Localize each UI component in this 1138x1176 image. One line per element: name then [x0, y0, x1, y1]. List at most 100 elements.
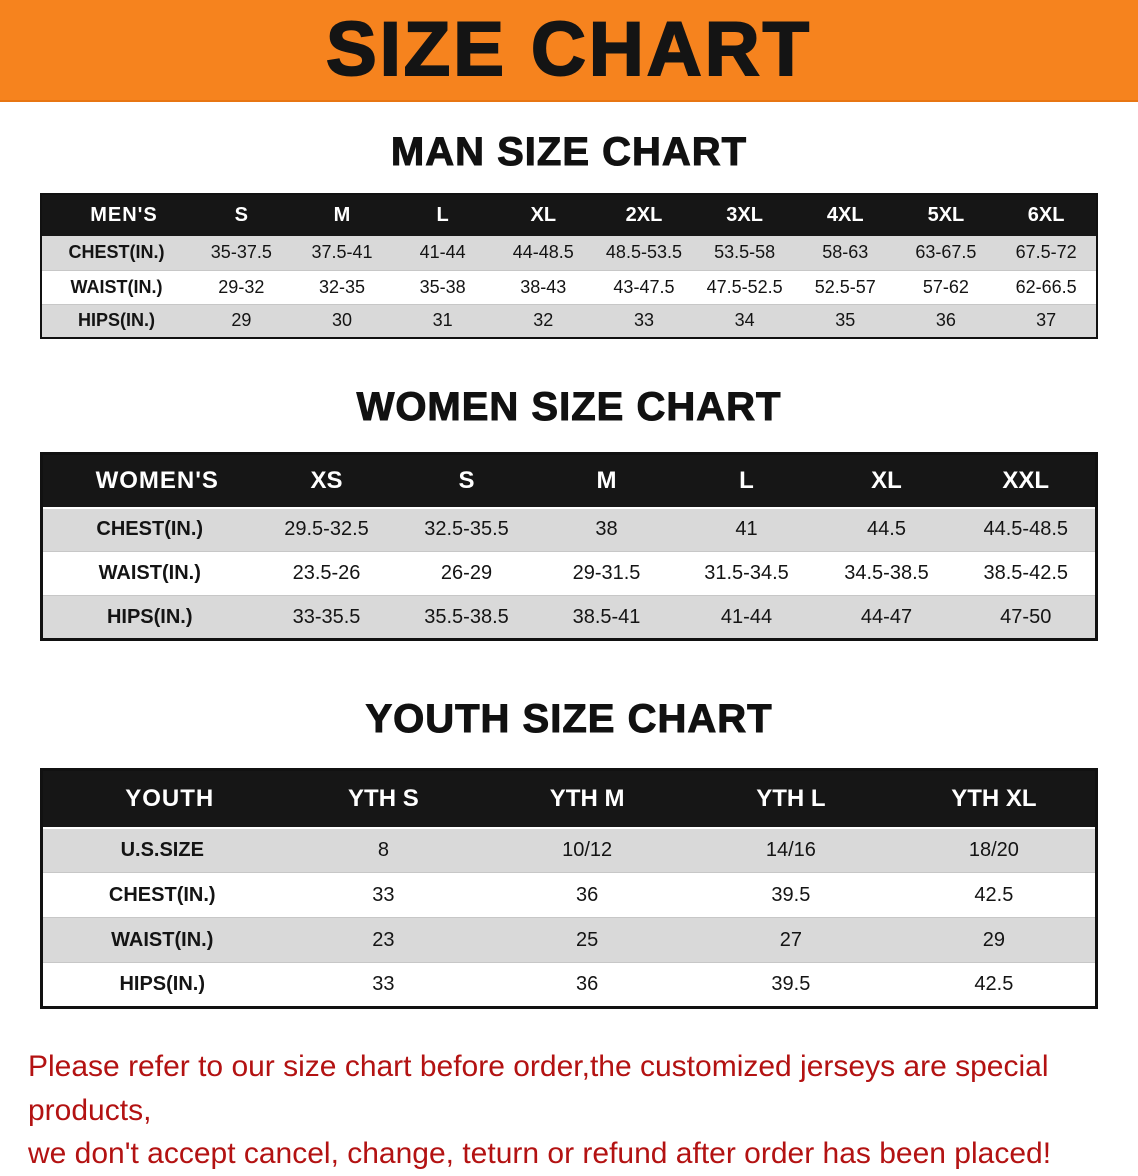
- cell-value: 35-38: [392, 270, 493, 305]
- cell-value: 8: [281, 827, 486, 873]
- cell-value: 44.5: [816, 507, 957, 552]
- size-table-womens: WOMEN'S XS S M L XL XXL CHEST(IN.) 29.5-32.5 32.5…: [40, 452, 1098, 641]
- row-label: U.S.SIZE: [41, 827, 282, 873]
- cell-value: 33: [281, 872, 486, 918]
- cell-value: 38: [536, 507, 677, 552]
- section-heading-youth: YOUTH SIZE CHART: [365, 697, 773, 742]
- table-row: HIPS(IN.) 33-35.5 35.5-38.5 38.5-41 41-44 44-…: [41, 595, 1097, 640]
- row-label: WAIST(IN.): [41, 551, 257, 596]
- cell-value: 27: [689, 917, 893, 963]
- table-row: WAIST(IN.) 23.5-26 26-29 29-31.5 31.5-34.5 34…: [41, 551, 1097, 596]
- cell-value: 62-66.5: [996, 270, 1097, 305]
- cell-value: 37: [996, 304, 1097, 339]
- cell-value: 25: [485, 917, 689, 963]
- cell-value: 31.5-34.5: [676, 551, 817, 596]
- row-label: CHEST(IN.): [41, 507, 257, 552]
- cell-value: 38-43: [492, 270, 594, 305]
- column-header: 3XL: [694, 194, 795, 236]
- banner: SIZE CHART: [0, 0, 1138, 102]
- footer-note: Please refer to our size chart before or…: [28, 1045, 1110, 1176]
- table-header-row: YOUTH YTH S YTH M YTH L YTH XL: [41, 769, 1097, 829]
- cell-value: 41-44: [392, 236, 493, 271]
- column-header: XXL: [956, 453, 1097, 509]
- cell-value: 37.5-41: [291, 236, 393, 271]
- cell-value: 38.5-41: [536, 595, 677, 640]
- cell-value: 36: [485, 962, 689, 1008]
- column-header: 2XL: [593, 194, 695, 236]
- cell-value: 32: [492, 304, 594, 339]
- column-header: L: [392, 194, 493, 236]
- column-header: S: [396, 453, 537, 509]
- size-table-youth: YOUTH YTH S YTH M YTH L YTH XL U.S.SIZE 8 10/12…: [40, 768, 1098, 1009]
- cell-value: 41-44: [676, 595, 817, 640]
- column-header: S: [191, 194, 292, 236]
- table-row: WAIST(IN.) 29-32 32-35 35-38 38-43 43-47.5 47.…: [41, 270, 1097, 305]
- cell-value: 42.5: [892, 962, 1097, 1008]
- page-title: SIZE CHART: [325, 7, 812, 92]
- cell-value: 58-63: [794, 236, 896, 271]
- table-row: WAIST(IN.) 23 25 27 29: [41, 917, 1097, 963]
- cell-value: 29: [892, 917, 1097, 963]
- table-row: CHEST(IN.) 33 36 39.5 42.5: [41, 872, 1097, 918]
- column-header: XS: [256, 453, 397, 509]
- row-label: HIPS(IN.): [41, 962, 282, 1008]
- cell-value: 14/16: [689, 827, 893, 873]
- cell-value: 18/20: [892, 827, 1097, 873]
- cell-value: 36: [485, 872, 689, 918]
- column-header: L: [676, 453, 817, 509]
- table-row: HIPS(IN.) 33 36 39.5 42.5: [41, 962, 1097, 1008]
- footer-line-1: Please refer to our size chart before or…: [28, 1050, 1049, 1127]
- cell-value: 23: [281, 917, 486, 963]
- cell-value: 52.5-57: [794, 270, 896, 305]
- cell-value: 32-35: [291, 270, 393, 305]
- cell-value: 38.5-42.5: [956, 551, 1097, 596]
- cell-value: 33-35.5: [256, 595, 397, 640]
- column-header: XL: [492, 194, 594, 236]
- cell-value: 47.5-52.5: [694, 270, 795, 305]
- section-heading-womens: WOMEN SIZE CHART: [356, 385, 782, 430]
- cell-value: 26-29: [396, 551, 537, 596]
- cell-value: 67.5-72: [996, 236, 1097, 271]
- cell-value: 42.5: [892, 872, 1097, 918]
- table-corner-label: MEN'S: [41, 194, 191, 236]
- cell-value: 34.5-38.5: [816, 551, 957, 596]
- row-label: HIPS(IN.): [41, 304, 191, 339]
- cell-value: 10/12: [485, 827, 689, 873]
- cell-value: 44-48.5: [492, 236, 594, 271]
- cell-value: 35.5-38.5: [396, 595, 537, 640]
- cell-value: 41: [676, 507, 817, 552]
- cell-value: 43-47.5: [593, 270, 695, 305]
- row-label: WAIST(IN.): [41, 917, 282, 963]
- cell-value: 34: [694, 304, 795, 339]
- cell-value: 31: [392, 304, 493, 339]
- cell-value: 39.5: [689, 872, 893, 918]
- cell-value: 36: [895, 304, 997, 339]
- cell-value: 44.5-48.5: [956, 507, 1097, 552]
- cell-value: 35: [794, 304, 896, 339]
- table-row: CHEST(IN.) 29.5-32.5 32.5-35.5 38 41 44.5 44.5…: [41, 507, 1097, 552]
- column-header: M: [536, 453, 677, 509]
- table-row: HIPS(IN.) 29 30 31 32 33 34 35 36 37: [41, 304, 1097, 339]
- cell-value: 33: [593, 304, 695, 339]
- table-row: U.S.SIZE 8 10/12 14/16 18/20: [41, 827, 1097, 873]
- column-header: YTH S: [281, 769, 486, 829]
- cell-value: 29: [191, 304, 292, 339]
- table-header-row: WOMEN'S XS S M L XL XXL: [41, 453, 1097, 509]
- cell-value: 57-62: [895, 270, 997, 305]
- column-header: YTH XL: [892, 769, 1097, 829]
- column-header: M: [291, 194, 393, 236]
- cell-value: 35-37.5: [191, 236, 292, 271]
- table-row: CHEST(IN.) 35-37.5 37.5-41 41-44 44-48.5 48.5…: [41, 236, 1097, 271]
- table-header-row: MEN'S S M L XL 2XL 3XL 4XL 5XL 6XL: [41, 194, 1097, 236]
- footer-line-2: we don't accept cancel, change, teturn o…: [28, 1137, 1052, 1170]
- column-header: 6XL: [996, 194, 1097, 236]
- cell-value: 53.5-58: [694, 236, 795, 271]
- row-label: CHEST(IN.): [41, 872, 282, 918]
- cell-value: 32.5-35.5: [396, 507, 537, 552]
- cell-value: 44-47: [816, 595, 957, 640]
- table-corner-label: YOUTH: [41, 769, 282, 829]
- row-label: WAIST(IN.): [41, 270, 191, 305]
- cell-value: 29-32: [191, 270, 292, 305]
- table-corner-label: WOMEN'S: [41, 453, 257, 509]
- row-label: HIPS(IN.): [41, 595, 257, 640]
